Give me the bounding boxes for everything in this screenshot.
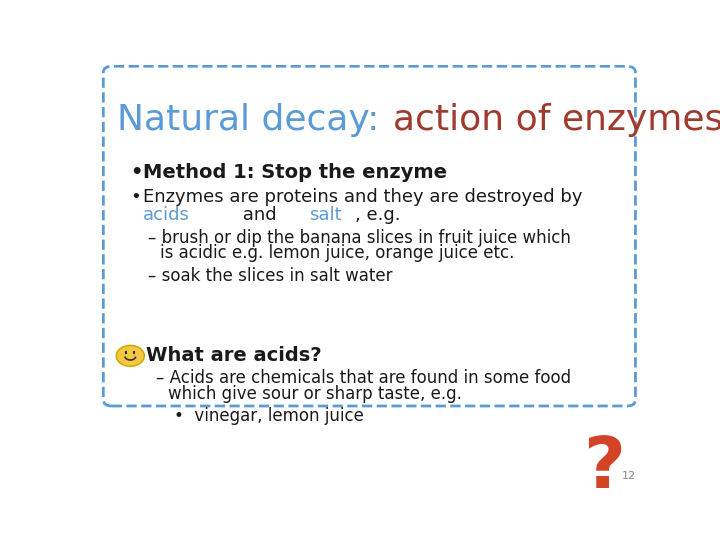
Text: •  vinegar, lemon juice: • vinegar, lemon juice [174,408,364,426]
FancyBboxPatch shape [104,66,636,406]
Text: 12: 12 [622,471,636,481]
Text: action of enzymes: action of enzymes [393,103,720,137]
Text: – soak the slices in salt water: – soak the slices in salt water [148,267,392,285]
Text: •: • [130,163,143,181]
Text: which give sour or sharp taste, e.g.: which give sour or sharp taste, e.g. [168,385,462,403]
Text: – Acids are chemicals that are found in some food: – Acids are chemicals that are found in … [156,369,571,387]
Text: What are acids?: What are acids? [145,346,321,365]
Text: acids: acids [143,206,189,224]
Text: – brush or dip the banana slices in fruit juice which: – brush or dip the banana slices in frui… [148,229,571,247]
Text: Enzymes are proteins and they are destroyed by: Enzymes are proteins and they are destro… [143,188,582,206]
Text: •: • [130,188,141,206]
Text: ?: ? [582,434,625,503]
Text: Method 1: Stop the enzyme: Method 1: Stop the enzyme [143,163,446,181]
Text: salt: salt [309,206,341,224]
Text: Natural decay:: Natural decay: [117,103,391,137]
Text: is acidic e.g. lemon juice, orange juice etc.: is acidic e.g. lemon juice, orange juice… [160,244,514,262]
Circle shape [117,346,144,366]
Text: , e.g.: , e.g. [354,206,400,224]
Text: and: and [237,206,282,224]
